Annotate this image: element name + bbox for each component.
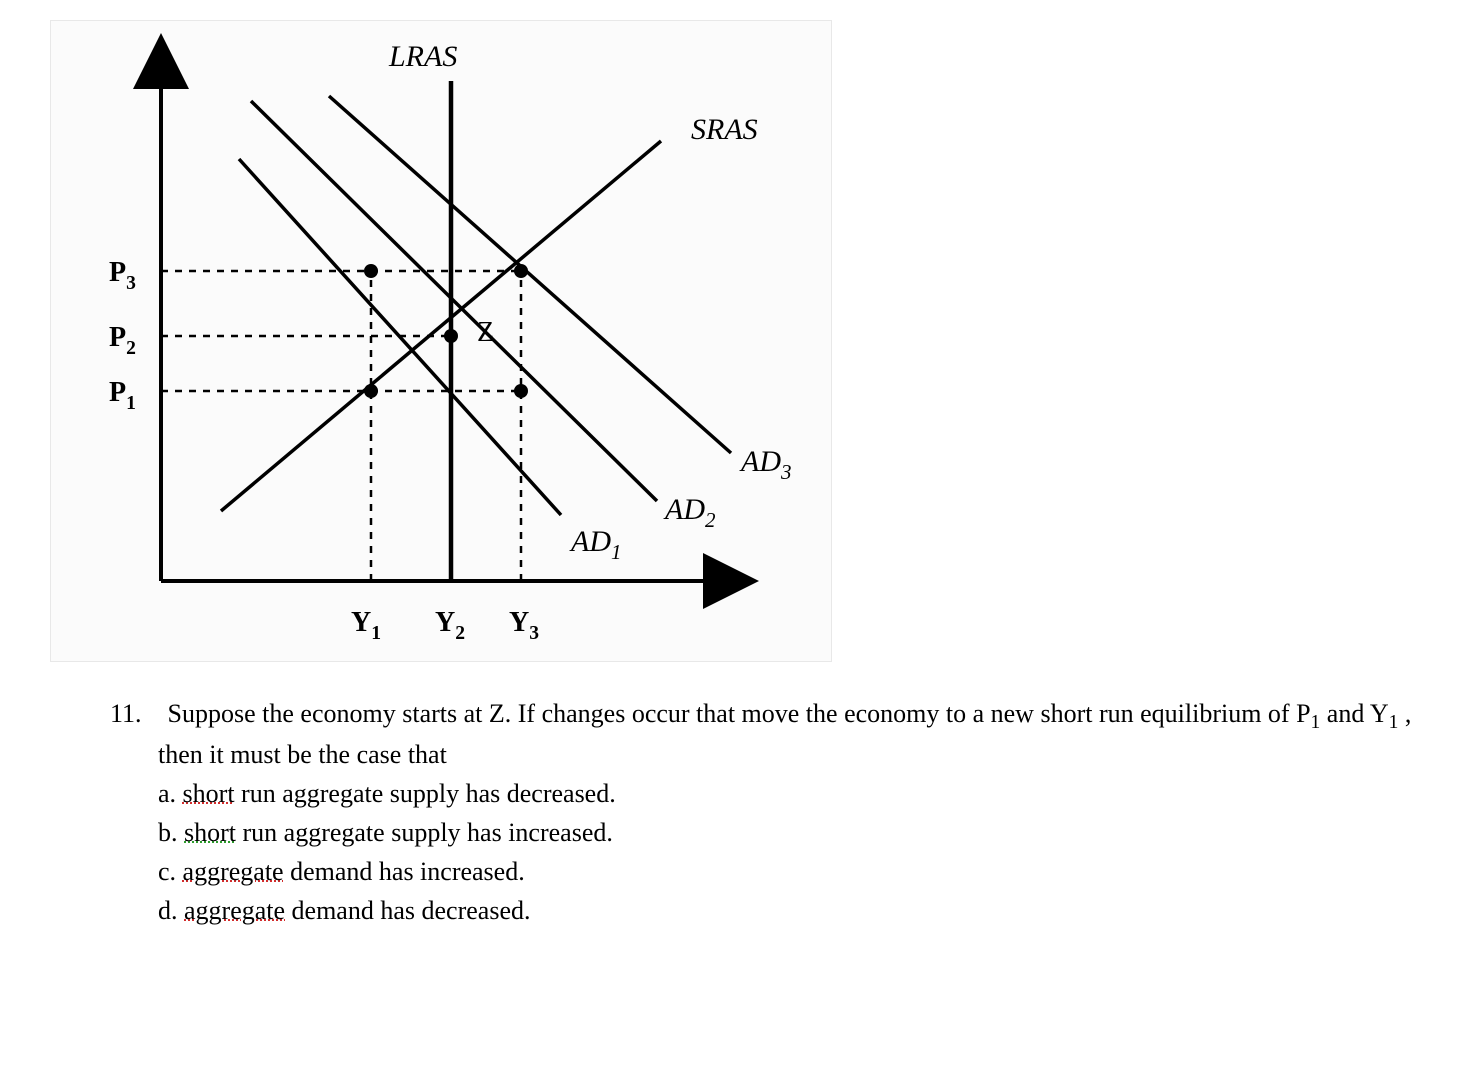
svg-text:P3: P3 [109, 257, 136, 294]
svg-text:P1: P1 [109, 377, 136, 414]
question-stem: 11. Suppose the economy starts at Z. If … [50, 696, 1430, 772]
stem-mid: and Y [1320, 699, 1388, 728]
svg-text:Y1: Y1 [351, 607, 381, 644]
question-11: 11. Suppose the economy starts at Z. If … [50, 696, 1430, 928]
option-a: a. short run aggregate supply has decrea… [50, 776, 1430, 811]
stem-sub-1: 1 [1311, 712, 1321, 733]
option-c-rest: demand has increased. [284, 857, 525, 886]
option-b: b. short run aggregate supply has increa… [50, 815, 1430, 850]
stem-sub-2: 1 [1389, 712, 1399, 733]
chart-svg: LRAS SRAS AD1 AD2 AD3 P1 P2 P3 Y1 Y2 Y3 Z [51, 21, 831, 661]
stem-part-a: Suppose the economy starts at Z. If chan… [168, 699, 1311, 728]
svg-text:Y3: Y3 [509, 607, 539, 644]
option-d-prefix: d. [158, 896, 184, 925]
svg-text:AD2: AD2 [663, 493, 716, 532]
svg-text:Y2: Y2 [435, 607, 465, 644]
option-d-spell: aggregate [184, 896, 285, 925]
option-a-spell: short [183, 779, 235, 808]
option-d-rest: demand has decreased. [285, 896, 530, 925]
adas-chart: LRAS SRAS AD1 AD2 AD3 P1 P2 P3 Y1 Y2 Y3 Z [50, 20, 832, 662]
option-c-spell: aggregate [183, 857, 284, 886]
svg-text:Z: Z [477, 317, 494, 348]
option-a-rest: run aggregate supply has decreased. [235, 779, 616, 808]
option-b-prefix: b. [158, 818, 184, 847]
svg-text:P2: P2 [109, 322, 136, 359]
svg-text:SRAS: SRAS [691, 113, 758, 146]
option-b-rest: run aggregate supply has increased. [236, 818, 613, 847]
svg-text:LRAS: LRAS [388, 40, 457, 73]
svg-text:AD3: AD3 [739, 445, 792, 484]
question-number: 11. [110, 699, 142, 728]
option-d: d. aggregate demand has decreased. [50, 893, 1430, 928]
option-c: c. aggregate demand has increased. [50, 854, 1430, 889]
option-a-prefix: a. [158, 779, 183, 808]
option-c-prefix: c. [158, 857, 183, 886]
option-b-spell: short [184, 818, 236, 847]
svg-text:AD1: AD1 [569, 525, 622, 564]
